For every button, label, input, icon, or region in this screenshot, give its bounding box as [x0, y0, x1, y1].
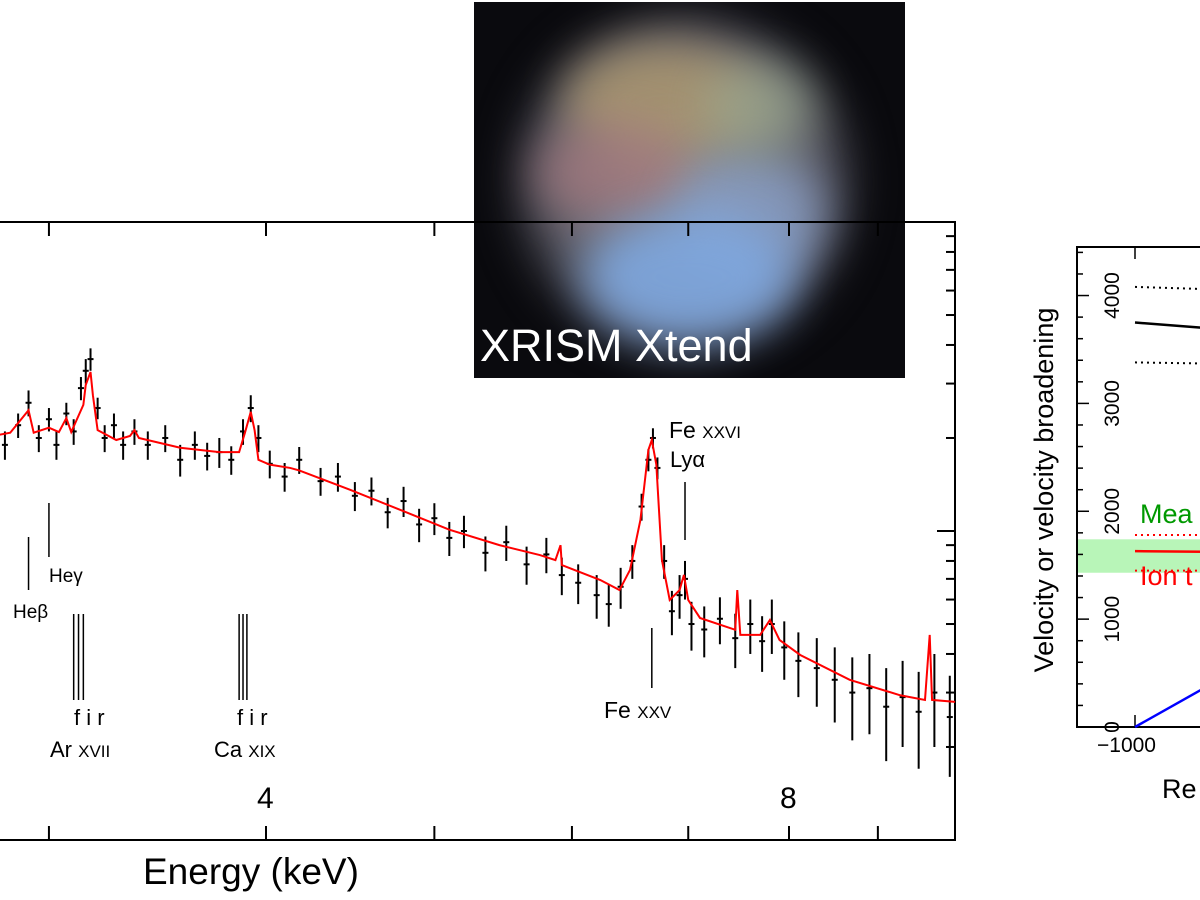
he-beta-label: Heβ — [13, 602, 49, 623]
x-tick-label-minus1000: −1000 — [1097, 734, 1156, 757]
fe26-ion: XXVI — [702, 423, 741, 442]
ca-element: Ca — [214, 737, 243, 762]
fe26-element: Fe — [669, 417, 696, 443]
fe26-label: Fe XXVI — [669, 417, 741, 443]
series-line — [1134, 688, 1200, 729]
y-tick-label: 4000 — [1101, 272, 1124, 319]
x-axis-label-right: Re — [1162, 774, 1197, 804]
plot-frame — [1076, 246, 1200, 728]
series-line — [1134, 285, 1200, 290]
fe25-ion: XXV — [637, 703, 672, 722]
fe25-label: Fe XXV — [604, 697, 672, 723]
mean-label: Mea — [1140, 499, 1193, 529]
ar-label: Ar XVII — [50, 737, 111, 762]
fe26-line-label: Lyα — [670, 447, 706, 472]
series-line — [1134, 361, 1200, 365]
x-tick-label-8: 8 — [780, 782, 797, 815]
y-tick-label: 2000 — [1101, 488, 1124, 535]
ca-ion: XIX — [248, 742, 276, 761]
ca-triplet-label: f i r — [237, 705, 268, 730]
x-tick-label-4: 4 — [257, 782, 274, 815]
xrism-xtend-image: XRISM Xtend — [474, 2, 905, 378]
ar-ion: XVII — [78, 742, 111, 761]
series-line — [1134, 321, 1200, 329]
y-axis-label: Velocity or velocity broadening — [1029, 307, 1060, 673]
image-title: XRISM Xtend — [480, 320, 753, 371]
model-line — [0, 371, 956, 703]
ar-triplet-label: f i r — [74, 705, 105, 730]
fe25-element: Fe — [604, 697, 631, 723]
series-line — [1134, 549, 1200, 553]
y-tick-label: 0 — [1101, 721, 1124, 733]
ar-element: Ar — [50, 737, 72, 762]
he-gamma-label: Heγ — [49, 566, 83, 587]
x-axis-label: Energy (keV) — [143, 851, 359, 892]
mean-band — [1077, 539, 1200, 573]
y-tick-label: 1000 — [1101, 596, 1124, 643]
ca-label: Ca XIX — [214, 737, 276, 762]
y-tick-label: 3000 — [1101, 380, 1124, 427]
ion-label: Ion t — [1140, 561, 1193, 591]
